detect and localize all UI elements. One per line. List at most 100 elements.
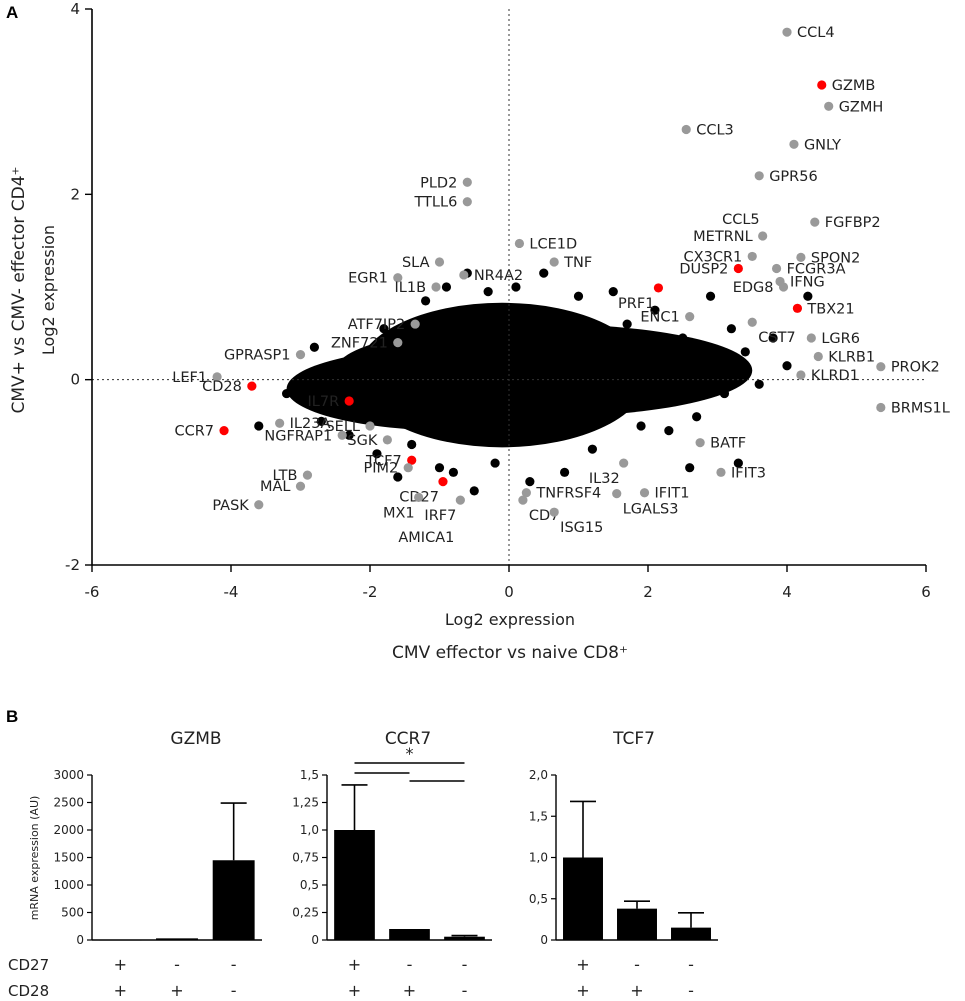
- gene-point-sell: [365, 421, 375, 431]
- background-point: [678, 333, 688, 343]
- panel-a-label: A: [6, 3, 18, 22]
- gene-label-prf1: PRF1: [618, 296, 654, 312]
- bar-chart-gzmb: 0 500 1000 1500 2000 2500 3000: [53, 768, 262, 947]
- gene-label-cx3cr1: CX3CR1: [684, 249, 743, 265]
- gene-point-klrb1: [813, 351, 823, 362]
- bar-y-tick-label: 0: [76, 933, 84, 947]
- gene-label-pask: PASK: [212, 498, 249, 514]
- gene-point-egr1: [393, 273, 403, 283]
- gene-label-fcgr3a: FCGR3A: [787, 261, 846, 277]
- gene-label-egr1: EGR1: [348, 271, 388, 287]
- gene-point-tcf7: [407, 455, 417, 465]
- gene-label-tbx21: TBX21: [806, 301, 854, 317]
- gene-label-gzmh: GZMH: [839, 99, 884, 115]
- scatter-x-label: Log2 expression: [445, 610, 575, 629]
- gene-label-isg15: ISG15: [560, 520, 603, 536]
- background-point: [587, 444, 598, 454]
- gene-point-ccl3: [681, 124, 691, 135]
- gene-label-irf7: IRF7: [424, 508, 456, 524]
- x-tick-label: -6: [85, 583, 100, 601]
- gene-point-tbx21: [792, 303, 803, 313]
- gene-point-dusp2: [733, 263, 743, 274]
- bar-y-tick-label: 1000: [53, 878, 84, 892]
- gene-point-ifit3: [716, 467, 726, 477]
- background-point: [372, 449, 382, 459]
- bar-y-tick-label: 0: [311, 933, 319, 947]
- gene-point-fgfbp2: [810, 217, 820, 227]
- gene-label-sla: SLA: [402, 255, 430, 271]
- background-point: [622, 319, 632, 329]
- background-point: [295, 393, 306, 403]
- bar-gzmb-2: [212, 860, 255, 940]
- gene-label-mx1: MX1: [383, 505, 415, 521]
- gene-label-spon2: SPON2: [811, 250, 860, 266]
- condition-sign: +: [576, 955, 589, 974]
- gene-point-gprasp1: [295, 350, 306, 360]
- bar-ccr7-1: [389, 929, 430, 940]
- gene-point-il23a: [275, 418, 285, 428]
- background-point: [309, 342, 319, 352]
- background-point: [726, 324, 737, 334]
- gene-label-enc1: ENC1: [640, 310, 679, 326]
- gene-point-ltb: [302, 470, 313, 480]
- bar-y-tick-label: 2000: [53, 823, 84, 837]
- gene-point-znf721: [393, 338, 403, 348]
- gzmb-title: GZMB: [170, 729, 221, 749]
- condition-sign: -: [688, 981, 694, 1000]
- gene-label-znf721: ZNF721: [331, 336, 388, 352]
- gene-point-mal: [295, 481, 306, 491]
- gene-label-ccl5: CCL5: [722, 212, 760, 228]
- gene-point-il32: [619, 458, 629, 468]
- background-point: [719, 388, 730, 399]
- gene-label-brms1l: BRMS1L: [891, 400, 950, 416]
- background-point: [365, 347, 375, 357]
- bar-y-tick-label: 0: [540, 933, 548, 947]
- condition-sign: -: [462, 981, 468, 1000]
- gene-point-prf1: [653, 283, 664, 293]
- tcf7-title: TCF7: [612, 729, 655, 749]
- condition-sign: -: [634, 955, 640, 974]
- condition-sign: -: [231, 981, 237, 1000]
- gene-label-nr4a2: NR4A2: [474, 268, 523, 284]
- gene-point-cst7: [747, 317, 757, 327]
- gene-point-pim2: [403, 463, 413, 473]
- gene-point-spon2: [796, 252, 806, 262]
- gene-label-ifit3: IFIT3: [731, 465, 766, 481]
- bar-y-tick-label: 0,5: [300, 878, 319, 892]
- gene-label-lgr6: LGR6: [821, 331, 860, 347]
- gene-label-dusp2: DUSP2: [679, 261, 728, 277]
- gene-point-ttll6: [462, 197, 472, 207]
- bar-tcf7-0: [563, 857, 603, 940]
- gene-point-cd7: [518, 495, 528, 505]
- background-point: [782, 361, 792, 371]
- gene-label-lgals3: LGALS3: [623, 502, 679, 518]
- gene-label-ltb: LTB: [273, 468, 298, 484]
- bar-y-tick-label: 3000: [53, 768, 84, 782]
- bar-ccr7-2: [444, 936, 485, 940]
- x-tick-label: 6: [921, 583, 931, 601]
- condition-sign: +: [348, 955, 361, 974]
- gene-label-pim2: PIM2: [363, 461, 398, 477]
- gene-label-fgfbp2: FGFBP2: [825, 215, 881, 231]
- bar-y-tick-label: 0,25: [292, 906, 319, 920]
- background-point: [441, 282, 452, 292]
- background-point: [400, 361, 410, 371]
- gene-point-brms1l: [876, 402, 886, 413]
- background-point: [705, 291, 716, 301]
- background-point: [768, 333, 778, 343]
- gene-point-gpr56: [754, 171, 764, 181]
- bar-y-tick-label: 500: [61, 906, 84, 920]
- bar-y-tick-label: 2,0: [529, 768, 548, 782]
- background-point: [511, 282, 521, 292]
- gene-point-gzmb: [817, 80, 827, 90]
- gene-label-ccr7: CCR7: [174, 424, 214, 440]
- background-point: [573, 291, 584, 301]
- gene-label-tnfrsf4: TNFRSF4: [535, 486, 601, 502]
- background-point: [754, 379, 764, 389]
- gene-point-klrd1: [796, 370, 806, 380]
- volcano-scatter-plot: -6 -4 -2 0 2 4 6 -2 0 2 4 CCL4 GZMB GZMH CCL3 GNLY GPR56…: [65, 0, 950, 601]
- gene-point-pld2: [462, 177, 472, 187]
- bar-y-tick-label: 1,5: [300, 768, 319, 782]
- gene-label-klrb1: KLRB1: [828, 350, 875, 366]
- condition-sign: +: [114, 981, 127, 1000]
